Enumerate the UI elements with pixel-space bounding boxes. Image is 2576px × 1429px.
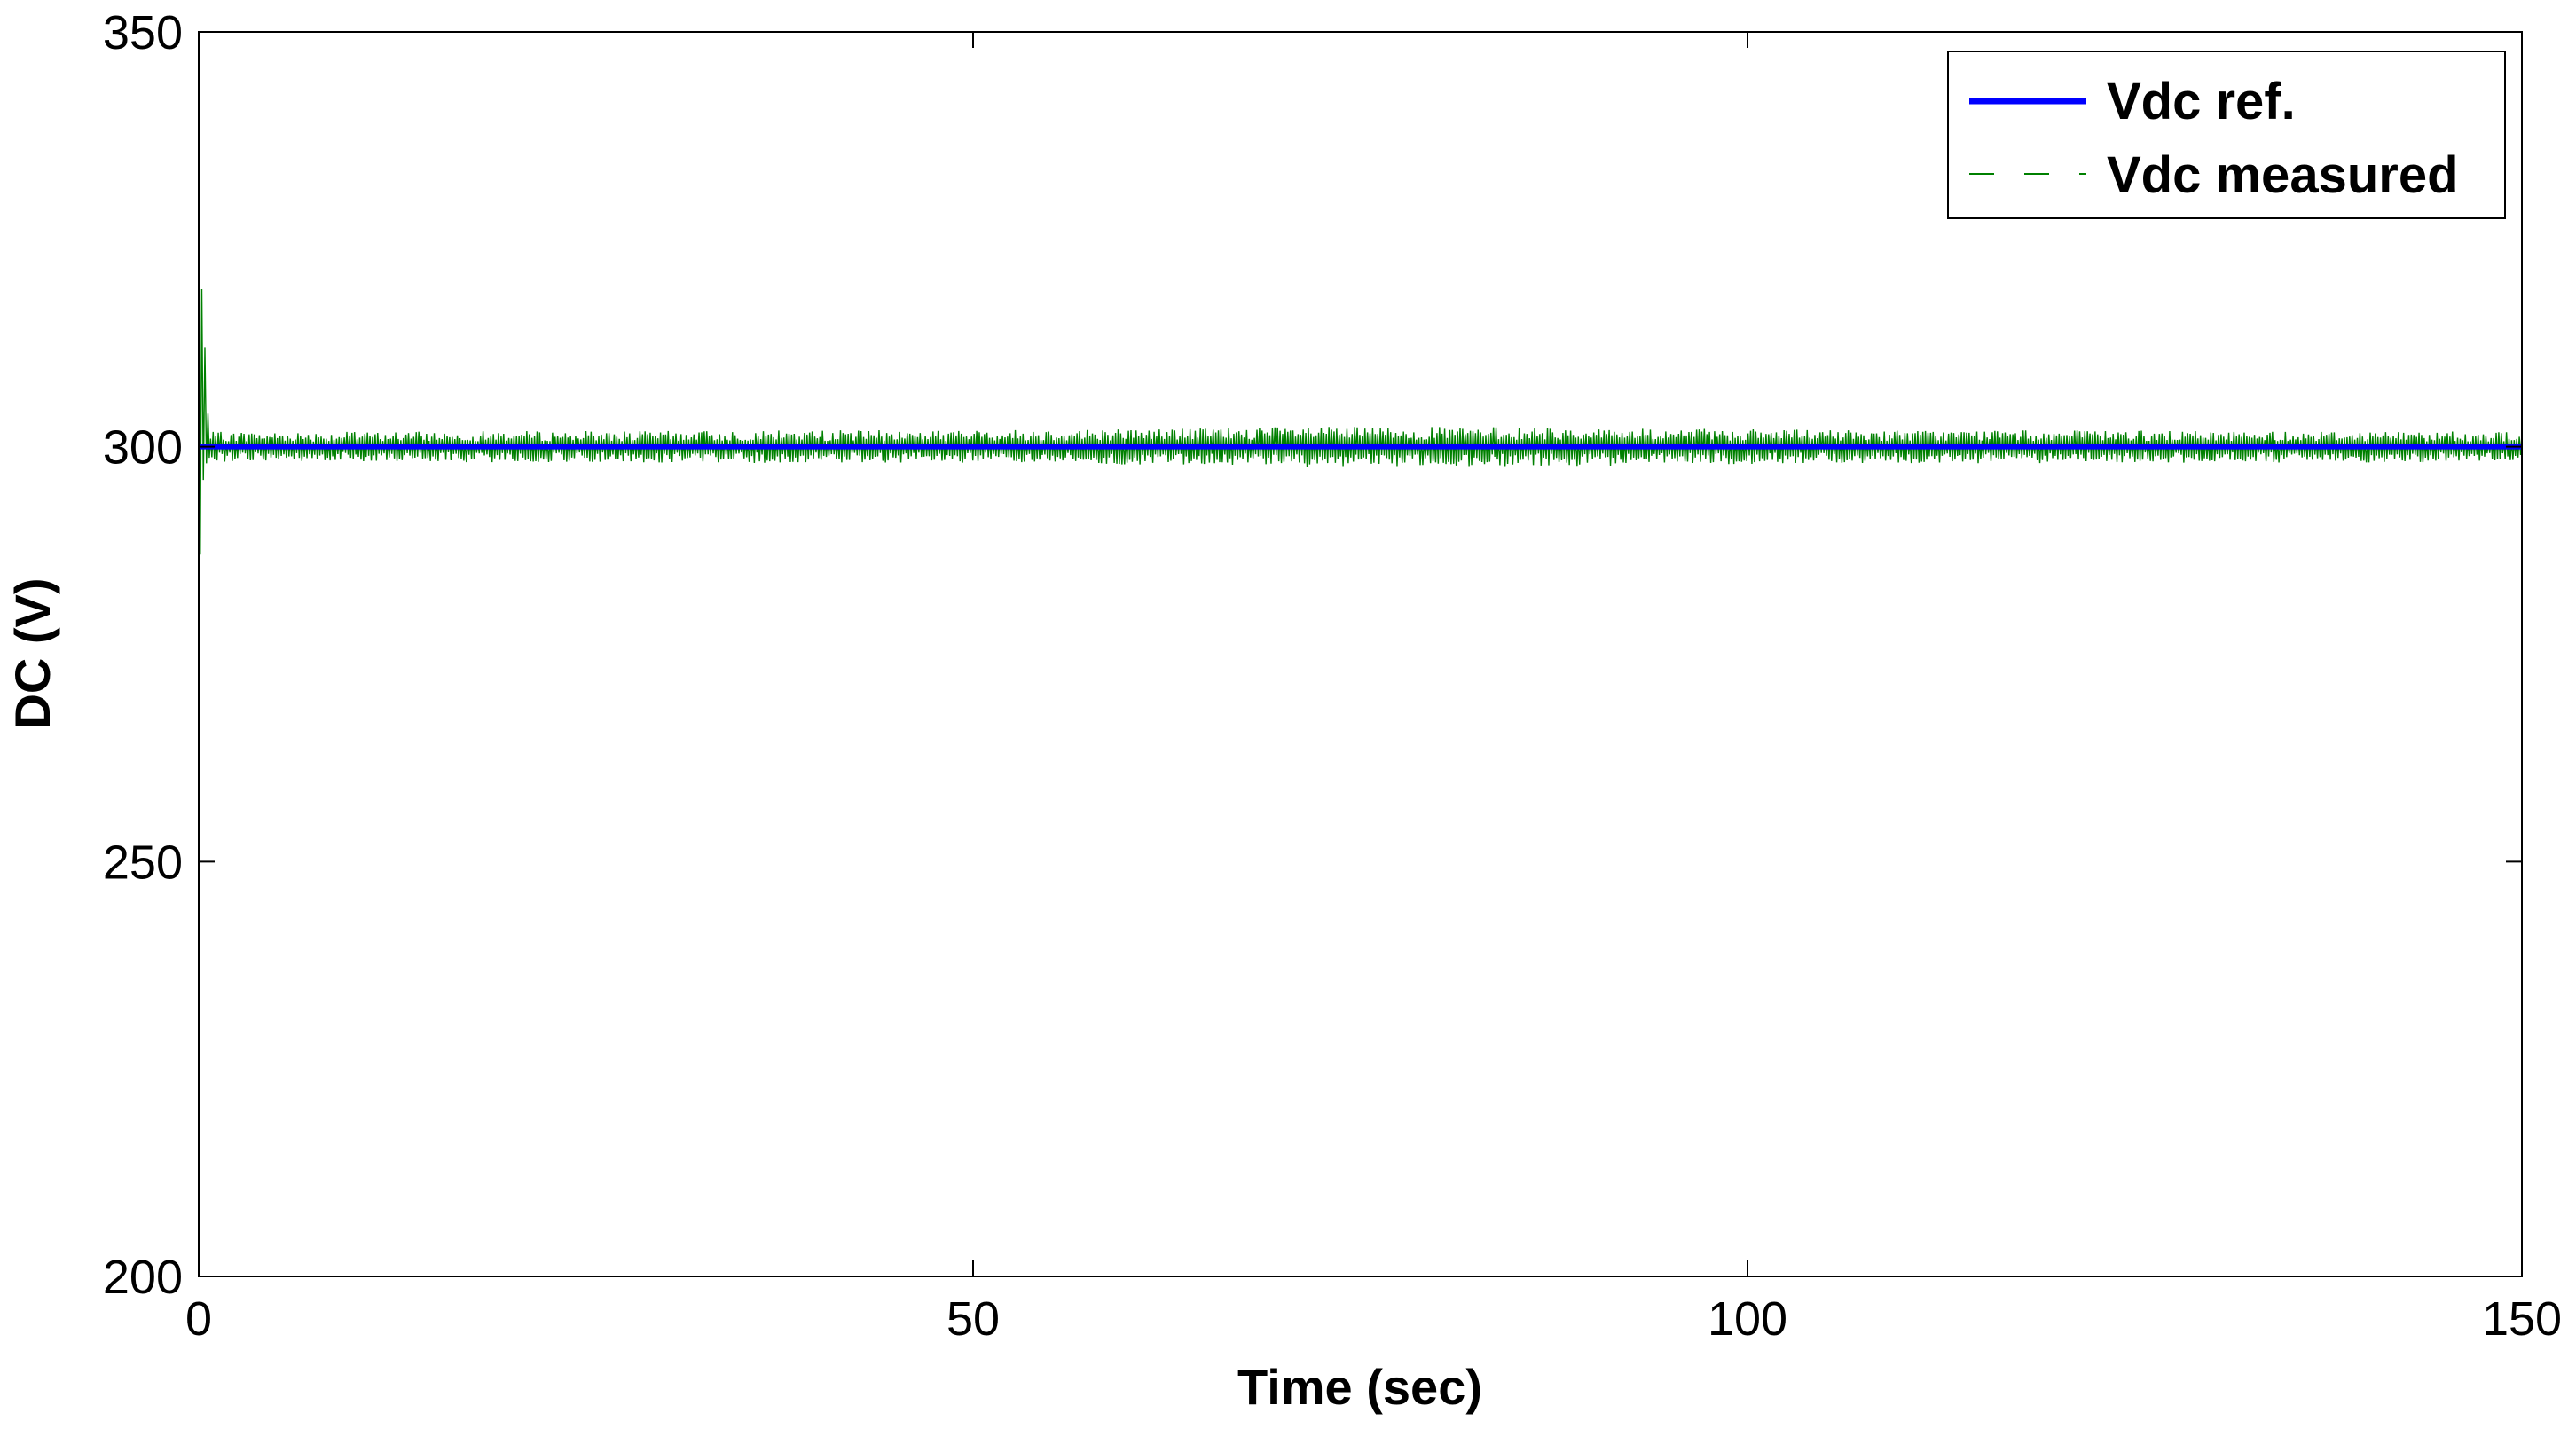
plot-frame <box>198 31 2523 1277</box>
legend: Vdc ref. Vdc measured <box>1947 51 2506 219</box>
plot-area <box>199 32 2522 1276</box>
y-tick-label: 200 <box>103 1251 183 1304</box>
y-tick-label: 350 <box>103 6 183 59</box>
series-line-vdc-measured <box>198 288 2523 555</box>
y-axis-label: DC (V) <box>4 577 60 729</box>
legend-label-vdc-measured: Vdc measured <box>2107 146 2459 204</box>
x-tick-label: 100 <box>1708 1292 1787 1346</box>
x-tick-label: 150 <box>2482 1292 2562 1346</box>
legend-label-vdc-ref: Vdc ref. <box>2107 73 2296 130</box>
x-tick-label: 0 <box>185 1292 212 1346</box>
y-tick-label: 300 <box>103 421 183 475</box>
tick-layer: 0 50 100 150 200 250 300 350 <box>103 6 2562 1346</box>
y-tick-label: 250 <box>103 836 183 889</box>
x-tick-label: 50 <box>946 1292 1000 1346</box>
series-layer <box>198 288 2523 555</box>
x-axis-label: Time (sec) <box>1237 1359 1482 1415</box>
legend-box <box>1947 51 2506 219</box>
